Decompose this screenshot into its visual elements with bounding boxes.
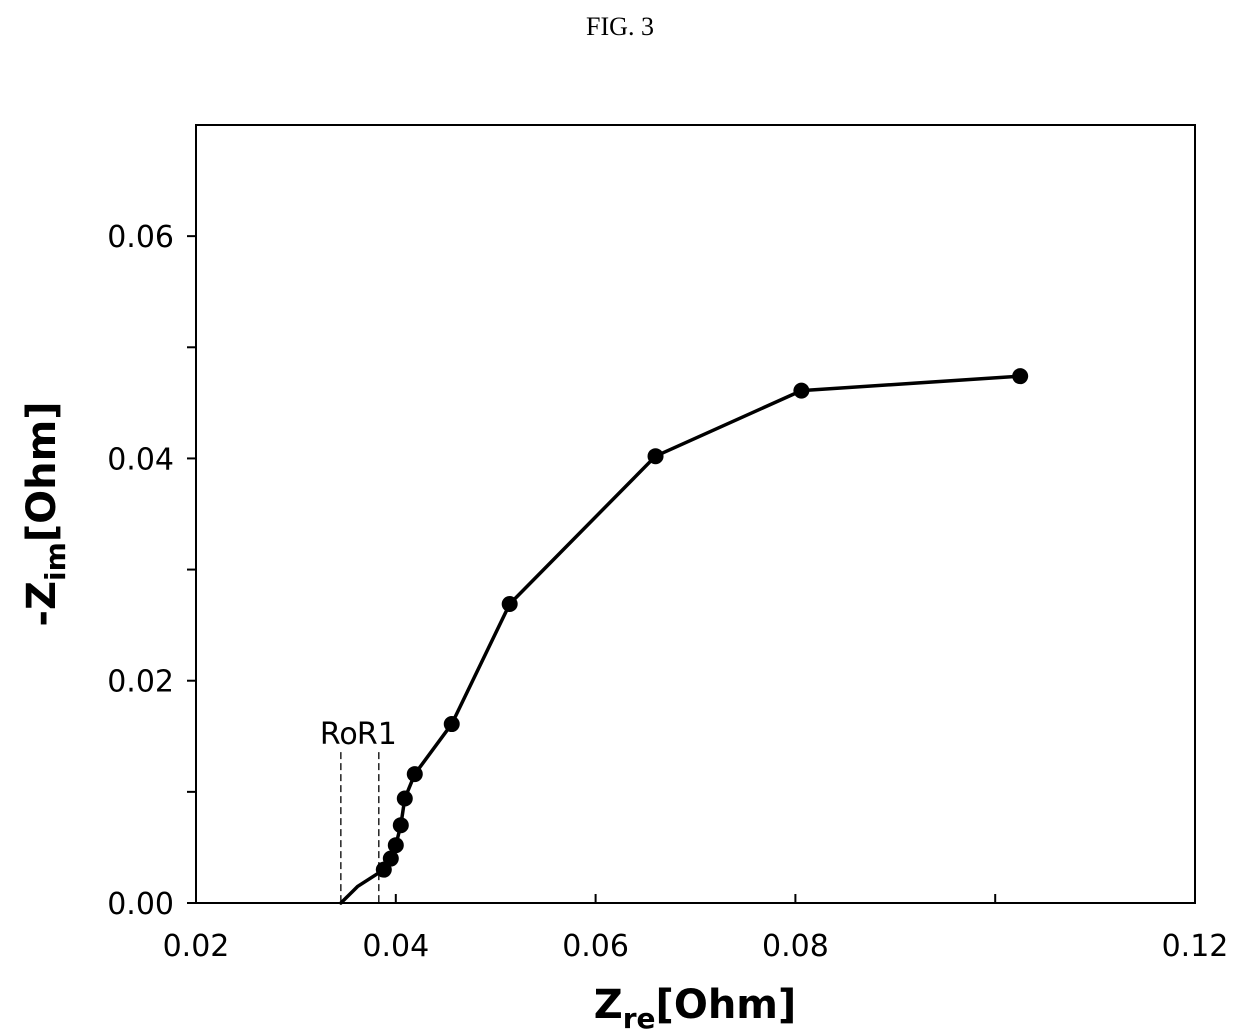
series-group	[341, 368, 1028, 903]
x-axis-title-sub: re	[623, 1002, 656, 1034]
data-point	[1012, 368, 1028, 384]
x-axis-title-main: Z	[594, 982, 623, 1028]
data-point	[407, 766, 423, 782]
x-tick-label: 0.12	[1162, 929, 1229, 964]
x-tick-label: 0.04	[362, 929, 429, 964]
x-axis-title: Zre[Ohm]	[594, 982, 797, 1034]
series-line	[341, 376, 1020, 903]
y-axis-title: -Zim[Ohm]	[19, 401, 72, 626]
data-point	[388, 837, 404, 853]
data-point	[397, 791, 413, 807]
y-axis-title-unit: [Ohm]	[19, 401, 65, 542]
x-tick-label: 0.08	[762, 929, 829, 964]
data-point	[793, 383, 809, 399]
x-tick-label: 0.02	[163, 929, 230, 964]
data-point	[648, 448, 664, 464]
axis-ticks: 0.02 0.04 0.06 0.08 0.12 0.00 0.02 0.04 0.06	[107, 220, 1228, 964]
marker-label-r1: R1	[357, 717, 397, 752]
data-point	[444, 716, 460, 732]
x-tick-label: 0.06	[562, 929, 629, 964]
x-axis-title-unit: [Ohm]	[656, 982, 797, 1028]
marker-label-ro: Ro	[320, 717, 358, 752]
y-tick-label: 0.04	[107, 442, 174, 477]
y-tick-label: 0.06	[107, 220, 174, 255]
y-tick-label: 0.02	[107, 665, 174, 700]
y-tick-label: 0.00	[107, 887, 174, 922]
plot-frame	[196, 125, 1195, 903]
y-axis-title-prefix: -Z	[19, 581, 65, 627]
data-point	[393, 817, 409, 833]
data-point	[502, 596, 518, 612]
y-axis-title-sub: im	[39, 542, 72, 581]
